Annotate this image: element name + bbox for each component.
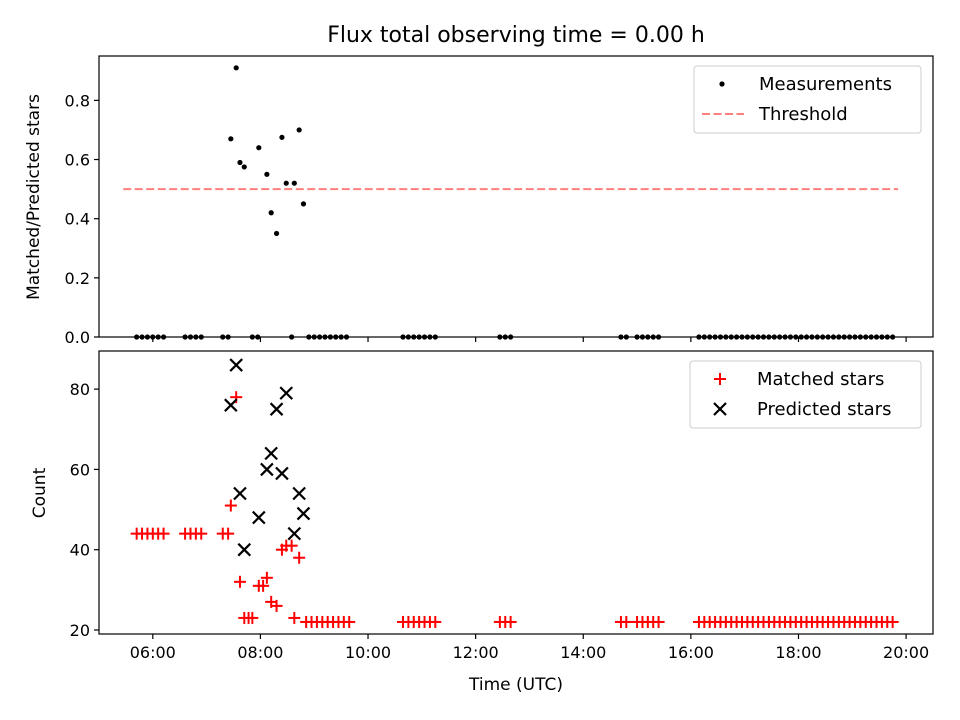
matched-stars-point	[260, 571, 273, 584]
matched-stars-point	[224, 499, 237, 512]
predicted-stars-point	[237, 542, 252, 557]
measurements-point	[256, 145, 262, 151]
bottom-legend-box	[689, 360, 922, 429]
bottom-y-tick-label: 40	[70, 541, 90, 560]
bottom-x-tick-label: 12:00	[453, 643, 499, 662]
measurements-point	[228, 136, 234, 142]
legend-matched-label: Matched stars	[757, 369, 884, 390]
predicted-stars-point	[269, 402, 284, 416]
bottom-y-tick-label: 20	[70, 621, 90, 640]
bottom-y-tick-label: 60	[70, 460, 90, 479]
bottom-panel: 20 40 60 80 06:00 08:00 10:00 12:00 14:00 16:00 1…	[30, 350, 934, 695]
measurements-point	[283, 180, 289, 186]
matched-stars-point	[504, 615, 517, 628]
predicted-stars-point	[264, 446, 278, 461]
bottom-x-tick-label: 20:00	[883, 643, 929, 662]
measurements-point	[291, 180, 297, 186]
predicted-stars-point	[252, 510, 266, 525]
measurements-point	[273, 230, 280, 237]
top-y-tick-label: 0.8	[65, 91, 90, 110]
top-panel: 0.00.20.40.60.8 Matched/Predicted stars …	[24, 55, 934, 347]
matched-stars-point	[157, 527, 170, 540]
bottom-x-tick-label: 14:00	[560, 643, 606, 662]
bottom-x-tick-label: 16:00	[668, 643, 714, 662]
predicted-stars-point	[275, 466, 289, 481]
predicted-stars-point	[287, 526, 302, 541]
matched-stars-point	[270, 599, 283, 612]
predicted-stars-point	[224, 398, 238, 412]
bottom-x-tick-label: 10:00	[345, 643, 391, 662]
matched-stars-point	[195, 527, 208, 540]
measurements-point	[241, 164, 247, 170]
figure-title: Flux total observing time = 0.00 h	[327, 23, 705, 48]
predicted-stars-point	[233, 486, 247, 501]
measurements-point	[237, 159, 243, 166]
matched-stars-point	[293, 551, 306, 564]
bottom-x-tick-label: 08:00	[237, 643, 283, 662]
bottom-y-axis-label: Count	[30, 467, 50, 518]
measurements-point	[264, 171, 270, 177]
top-y-tick-label: 0.4	[65, 210, 90, 229]
top-x-ticks	[152, 337, 907, 342]
measurements-point	[279, 134, 285, 140]
top-y-tick-label: 0.2	[65, 269, 90, 288]
bottom-x-tick-label: 06:00	[130, 643, 176, 662]
top-y-tick-label: 0.0	[65, 328, 90, 347]
predicted-stars-point	[292, 486, 306, 501]
measurements-point	[296, 127, 302, 133]
legend-threshold-label: Threshold	[758, 104, 848, 125]
bottom-legend: Matched stars Predicted stars	[689, 360, 922, 429]
bottom-y-tick-label: 80	[70, 380, 90, 399]
matched-stars-point	[246, 611, 259, 624]
matched-stars-point	[257, 579, 270, 592]
matched-stars-point	[886, 615, 899, 628]
measurements-point	[268, 210, 274, 216]
top-y-tick-label: 0.6	[65, 151, 90, 170]
top-legend-box	[693, 65, 922, 134]
bottom-axes-frame	[98, 350, 934, 635]
matched-stars-point	[620, 615, 633, 628]
bottom-x-tick-label: 18:00	[775, 643, 821, 662]
matched-stars-point	[222, 527, 235, 540]
legend-predicted-marker	[713, 402, 727, 416]
legend-predicted-label: Predicted stars	[757, 399, 891, 420]
matched-stars-point	[429, 615, 442, 628]
top-y-ticks: 0.0 0.2 0.4 0.6 0.8	[65, 91, 99, 347]
measurements-point	[233, 65, 239, 71]
top-y-axis-label: Matched/Predicted stars	[24, 94, 44, 300]
matched-stars-point	[343, 615, 356, 628]
predicted-stars-point	[260, 462, 274, 477]
matched-stars-point	[233, 575, 246, 588]
predicted-stars-point	[229, 358, 243, 372]
top-axes-frame	[98, 55, 934, 338]
x-axis-label: Time (UTC)	[468, 675, 563, 695]
matched-stars-point	[652, 615, 665, 628]
bottom-plot-marks	[130, 358, 899, 628]
legend-matched-marker	[714, 373, 726, 385]
predicted-stars-point	[279, 386, 294, 400]
legend-measurements-marker	[719, 81, 725, 87]
legend-measurements-label: Measurements	[759, 74, 892, 95]
bottom-x-ticks: 06:00 08:00 10:00 12:00 14:00 16:00 18:00 20:00	[130, 634, 929, 662]
matched-stars-point	[285, 539, 298, 552]
top-legend: Measurements Threshold	[693, 65, 922, 134]
matched-stars-point	[288, 611, 301, 624]
predicted-stars-point	[296, 506, 311, 521]
bottom-y-ticks: 20 40 60 80	[70, 380, 99, 640]
measurements-point	[300, 201, 307, 207]
